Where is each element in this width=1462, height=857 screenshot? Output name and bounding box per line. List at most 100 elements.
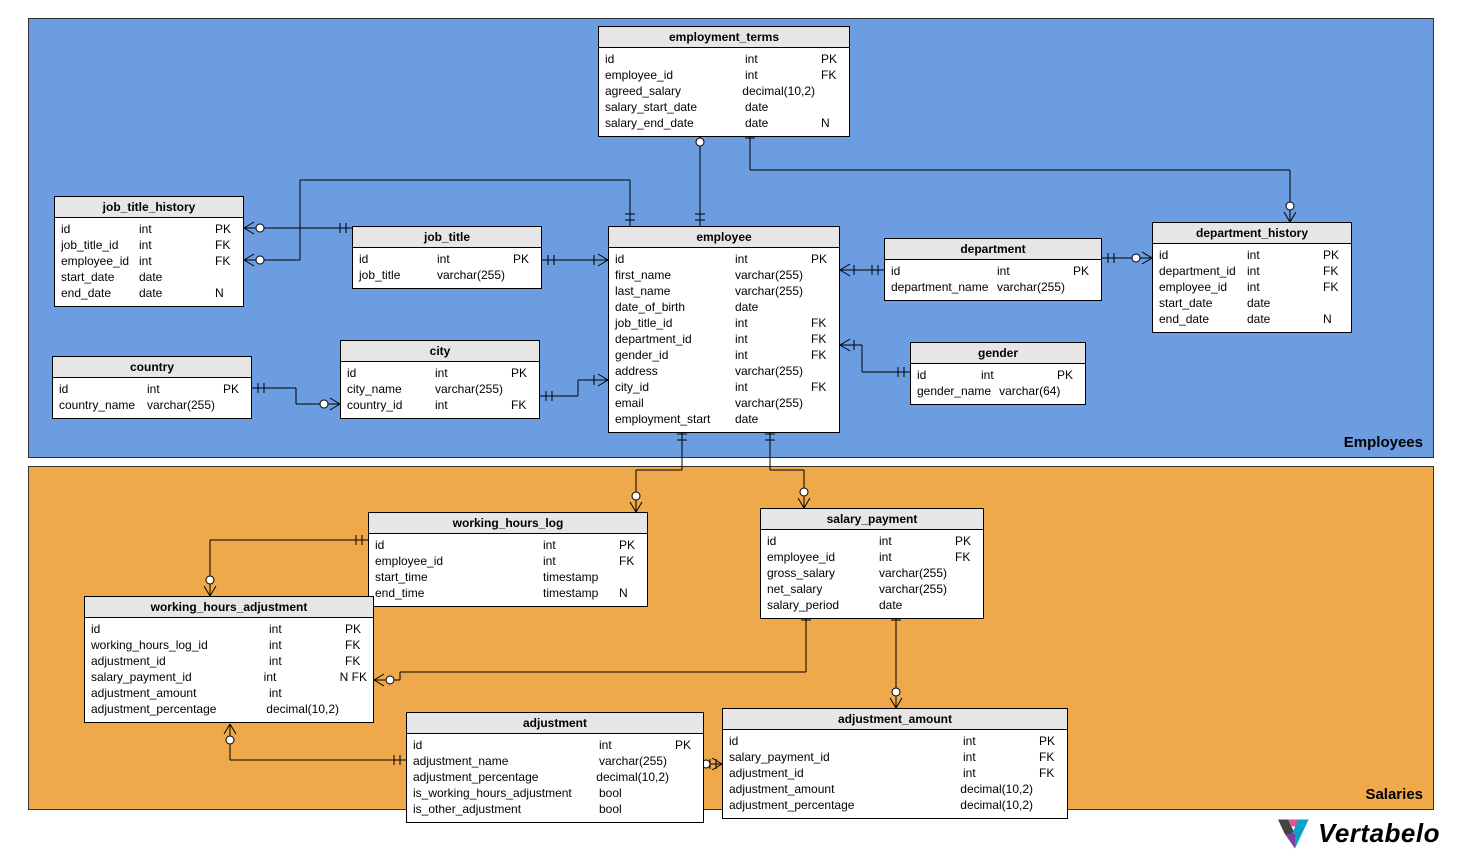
entity-column-row: salary_end_datedateN	[605, 115, 843, 131]
column-name: adjustment_percentage	[729, 797, 960, 813]
column-type: int	[269, 637, 345, 653]
entity-column-row: salary_payment_idintN FK	[91, 669, 367, 685]
column-key	[223, 397, 245, 413]
column-name: start_date	[61, 269, 139, 285]
column-name: id	[1159, 247, 1247, 263]
entity-column-row: idintPK	[347, 365, 533, 381]
column-key: FK	[1039, 765, 1061, 781]
column-name: id	[359, 251, 437, 267]
entity-column-row: end_datedateN	[1159, 311, 1345, 327]
entity-body: idintPKemployee_idintFKgross_salaryvarch…	[761, 530, 983, 618]
column-key: N	[1323, 311, 1345, 327]
entity-column-row: net_salaryvarchar(255)	[767, 581, 977, 597]
entity-column-row: employee_idintFK	[767, 549, 977, 565]
column-type: int	[963, 749, 1039, 765]
column-type: varchar(255)	[879, 581, 955, 597]
column-key: FK	[1323, 263, 1345, 279]
column-name: id	[413, 737, 599, 753]
column-key: FK	[215, 253, 237, 269]
entity-column-row: employee_idintFK	[605, 67, 843, 83]
entity-column-row: idintPK	[729, 733, 1061, 749]
column-type: decimal(10,2)	[742, 83, 821, 99]
column-key	[1073, 279, 1095, 295]
entity-title: salary_payment	[761, 509, 983, 530]
entity-working-hours-adjustment: working_hours_adjustment idintPKworking_…	[84, 596, 374, 723]
column-type: date	[139, 285, 215, 301]
column-key	[675, 769, 697, 785]
column-name: net_salary	[767, 581, 879, 597]
diagram-canvas: Employees Salaries employment_terms idin…	[0, 0, 1462, 857]
column-name: id	[59, 381, 147, 397]
entity-body: idintPKfirst_namevarchar(255)last_nameva…	[609, 248, 839, 432]
entity-city: city idintPKcity_namevarchar(255)country…	[340, 340, 540, 419]
entity-column-row: idintPK	[767, 533, 977, 549]
entity-title: working_hours_adjustment	[85, 597, 373, 618]
column-name: id	[375, 537, 543, 553]
column-type: date	[745, 115, 821, 131]
entity-column-row: employee_idintFK	[1159, 279, 1345, 295]
column-type: int	[435, 365, 511, 381]
entity-body: idintPKworking_hours_log_idintFKadjustme…	[85, 618, 373, 722]
column-name: start_time	[375, 569, 543, 585]
entity-column-row: department_namevarchar(255)	[891, 279, 1095, 295]
column-type: varchar(255)	[735, 283, 811, 299]
column-type: varchar(255)	[879, 565, 955, 581]
column-key	[811, 299, 833, 315]
column-name: salary_end_date	[605, 115, 745, 131]
column-key	[1039, 797, 1061, 813]
column-type: int	[1247, 263, 1323, 279]
entity-title: city	[341, 341, 539, 362]
column-name: date_of_birth	[615, 299, 735, 315]
column-key: PK	[345, 621, 367, 637]
entity-column-row: adjustment_amountdecimal(10,2)	[729, 781, 1061, 797]
entity-column-row: employment_startdate	[615, 411, 833, 427]
entity-body: idintPKdepartment_idintFKemployee_idintF…	[1153, 244, 1351, 332]
column-name: end_date	[1159, 311, 1247, 327]
column-name: id	[347, 365, 435, 381]
column-key	[675, 753, 697, 769]
vertabelo-logo-text: Vertabelo	[1318, 818, 1440, 849]
entity-column-row: date_of_birthdate	[615, 299, 833, 315]
column-name: employee_id	[605, 67, 745, 83]
column-key: PK	[619, 537, 641, 553]
column-type: int	[147, 381, 223, 397]
column-name: employee_id	[1159, 279, 1247, 295]
column-type: timestamp	[543, 585, 619, 601]
column-key	[619, 569, 641, 585]
entity-employment-terms: employment_terms idintPKemployee_idintFK…	[598, 26, 850, 137]
column-type: int	[745, 67, 821, 83]
entity-column-row: idintPK	[61, 221, 237, 237]
column-key	[675, 785, 697, 801]
column-key: FK	[215, 237, 237, 253]
vertabelo-logo: Vertabelo	[1278, 818, 1440, 849]
column-type: bool	[599, 785, 675, 801]
column-name: adjustment_amount	[91, 685, 269, 701]
entity-title: job_title	[353, 227, 541, 248]
entity-employee: employee idintPKfirst_namevarchar(255)la…	[608, 226, 840, 433]
column-type: date	[735, 299, 811, 315]
column-type: int	[435, 397, 511, 413]
column-key: PK	[675, 737, 697, 753]
column-type: int	[1247, 247, 1323, 263]
entity-column-row: end_timetimestampN	[375, 585, 641, 601]
entity-column-row: gender_idintFK	[615, 347, 833, 363]
entity-column-row: start_datedate	[1159, 295, 1345, 311]
entity-column-row: addressvarchar(255)	[615, 363, 833, 379]
column-type: int	[963, 765, 1039, 781]
column-type: decimal(10,2)	[266, 701, 345, 717]
entity-column-row: country_idintFK	[347, 397, 533, 413]
column-name: employee_id	[767, 549, 879, 565]
column-key: N	[215, 285, 237, 301]
column-type: int	[735, 251, 811, 267]
column-key	[511, 381, 533, 397]
column-name: id	[729, 733, 963, 749]
column-key	[821, 99, 843, 115]
column-name: country_name	[59, 397, 147, 413]
column-name: adjustment_name	[413, 753, 599, 769]
column-name: adjustment_percentage	[413, 769, 596, 785]
entity-column-row: adjustment_namevarchar(255)	[413, 753, 697, 769]
column-type: timestamp	[543, 569, 619, 585]
column-name: end_date	[61, 285, 139, 301]
column-name: adjustment_id	[729, 765, 963, 781]
entity-column-row: city_idintFK	[615, 379, 833, 395]
